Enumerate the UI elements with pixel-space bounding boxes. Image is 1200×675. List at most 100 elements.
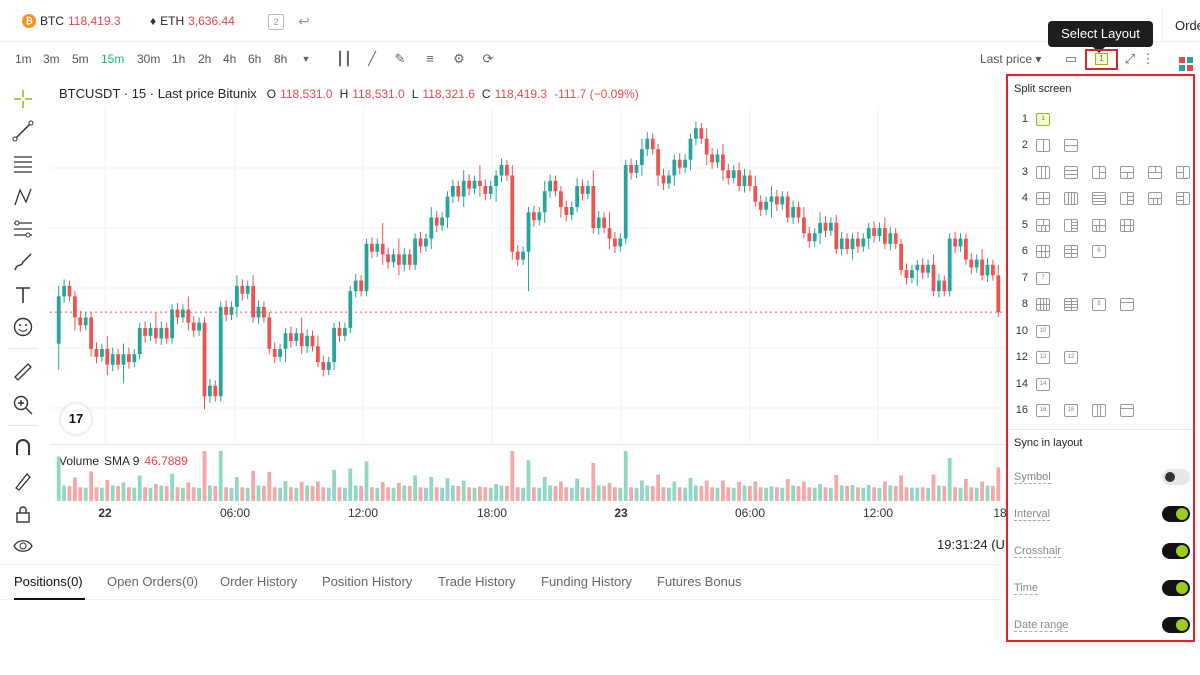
layout-option-icon[interactable] xyxy=(1064,219,1078,232)
price-mode-select[interactable]: Last price ▾ xyxy=(980,52,1042,66)
candle-body xyxy=(283,333,288,349)
chevron-down-icon[interactable]: ▼ xyxy=(301,54,311,64)
volume-bar xyxy=(343,487,347,501)
sync-toggle[interactable] xyxy=(1162,469,1190,485)
magnet-icon[interactable] xyxy=(12,437,34,459)
more-icon[interactable]: ⋮ xyxy=(1141,51,1155,66)
tab-funding-history[interactable]: Funding History xyxy=(541,574,633,589)
select-layout-button[interactable]: 1 xyxy=(1085,49,1118,70)
timeframe-30m[interactable]: 30m xyxy=(137,52,161,66)
candle-body xyxy=(202,322,207,397)
layout-option-icon[interactable] xyxy=(1036,298,1050,311)
ticker-eth[interactable]: ♦ ETH 3,636.44 xyxy=(150,14,235,28)
layout-option-icon[interactable] xyxy=(1148,192,1162,205)
layout-option-icon[interactable] xyxy=(1092,404,1106,417)
eye-icon[interactable] xyxy=(12,535,34,557)
ticker-btc[interactable]: ₿ BTC 118,419.3 xyxy=(22,14,121,28)
brush-icon[interactable] xyxy=(12,251,34,273)
layout-option-icon[interactable]: 12 xyxy=(1036,351,1050,364)
timeframe-5m[interactable]: 5m xyxy=(72,52,89,66)
lock-drawing-icon[interactable] xyxy=(12,470,34,492)
timeframe-3m[interactable]: 3m xyxy=(43,52,60,66)
layout-option-icon[interactable] xyxy=(1120,404,1134,417)
fullscreen-icon[interactable]: ⤢ xyxy=(1124,51,1136,66)
refresh-icon[interactable]: ⟳ xyxy=(482,51,494,66)
gear-icon[interactable]: ⚙ xyxy=(453,51,465,66)
line-chart-icon[interactable]: ╱ xyxy=(368,51,376,66)
layout-option-icon[interactable] xyxy=(1064,192,1078,205)
tab-futures-bonus[interactable]: Futures Bonus xyxy=(657,574,742,589)
layout-option-icon[interactable] xyxy=(1036,219,1050,232)
projection-icon[interactable] xyxy=(12,218,34,240)
layout-option-icon[interactable]: 10 xyxy=(1036,325,1050,338)
layout-option-icon[interactable] xyxy=(1064,298,1078,311)
layout-option-icon[interactable] xyxy=(1064,166,1078,179)
timeframe-1m[interactable]: 1m xyxy=(15,52,32,66)
zoom-in-icon[interactable] xyxy=(12,394,34,416)
tab-trade-history[interactable]: Trade History xyxy=(438,574,516,589)
volume-bar xyxy=(251,471,255,501)
timeframe-1h[interactable]: 1h xyxy=(172,52,186,66)
layout-option-icon[interactable] xyxy=(1176,192,1190,205)
layout-option-icon[interactable] xyxy=(1120,192,1134,205)
emoji-icon[interactable] xyxy=(12,316,34,338)
trend-line-icon[interactable] xyxy=(12,120,34,142)
candles-icon[interactable]: ┃┃ xyxy=(336,51,352,66)
lock-icon[interactable] xyxy=(12,503,34,525)
layout-option-icon[interactable]: 6 xyxy=(1092,245,1106,258)
layout-option-icon[interactable] xyxy=(1092,166,1106,179)
tab-position-history[interactable]: Position History xyxy=(322,574,413,589)
tab-positions[interactable]: Positions(0) xyxy=(14,574,83,589)
undo-icon[interactable]: ↩ xyxy=(298,13,310,29)
edit-icon[interactable]: ✎ xyxy=(394,51,406,66)
layout-option-icon[interactable]: 16 xyxy=(1064,404,1078,417)
order-panel-tab[interactable]: Orde xyxy=(1162,10,1200,42)
layout-option-icon[interactable] xyxy=(1036,139,1050,152)
layout-option-icon[interactable]: 14 xyxy=(1036,378,1050,391)
timeframe-8h[interactable]: 8h xyxy=(274,52,288,66)
layout-option-icon[interactable] xyxy=(1092,219,1106,232)
tab-open-orders[interactable]: Open Orders(0) xyxy=(107,574,199,589)
layout-option-icon[interactable]: 1 xyxy=(1036,113,1050,126)
timeframe-2h[interactable]: 2h xyxy=(198,52,212,66)
chart-title[interactable]: BTCUSDT · 15 · Last price Bitunix xyxy=(59,86,257,101)
fib-icon[interactable] xyxy=(12,153,34,175)
sync-toggle[interactable] xyxy=(1162,506,1190,522)
layout-option-icon[interactable] xyxy=(1036,245,1050,258)
layout-option-icon[interactable]: 8 xyxy=(1092,298,1106,311)
layout-option-icon[interactable] xyxy=(1092,192,1106,205)
candlestick-chart[interactable] xyxy=(50,108,1005,443)
indicators-icon[interactable]: ≡ xyxy=(426,51,434,66)
candle-body xyxy=(661,175,666,184)
tradingview-logo[interactable]: 17 xyxy=(61,404,91,434)
tab-order-history[interactable]: Order History xyxy=(220,574,298,589)
ruler-icon[interactable] xyxy=(12,361,34,383)
layout-option-icon[interactable] xyxy=(1064,245,1078,258)
timeframe-4h[interactable]: 4h xyxy=(223,52,237,66)
sync-toggle[interactable] xyxy=(1162,543,1190,559)
timeframe-6h[interactable]: 6h xyxy=(248,52,262,66)
sync-toggle[interactable] xyxy=(1162,580,1190,596)
layout-count-icon[interactable]: 2 xyxy=(268,14,284,30)
layout-option-icon[interactable] xyxy=(1120,166,1134,179)
layout-option-icon[interactable]: 16 xyxy=(1036,404,1050,417)
sync-toggle[interactable] xyxy=(1162,617,1190,633)
layout-option-icon[interactable] xyxy=(1036,166,1050,179)
layout-option-icon[interactable] xyxy=(1176,166,1190,179)
volume-bar xyxy=(969,487,974,501)
layout-option-icon[interactable] xyxy=(1120,219,1134,232)
layout-option-icon[interactable] xyxy=(1036,192,1050,205)
timeframe-15m[interactable]: 15m xyxy=(101,52,125,66)
layout-option-icon[interactable]: 7 xyxy=(1036,272,1050,285)
text-icon[interactable] xyxy=(12,284,34,306)
layout-option-icon[interactable] xyxy=(1064,139,1078,152)
candle-body xyxy=(591,186,596,229)
volume-bar xyxy=(445,478,450,501)
comment-icon[interactable]: ▭ xyxy=(1064,51,1078,66)
layout-option-icon[interactable] xyxy=(1120,298,1134,311)
pattern-icon[interactable] xyxy=(12,186,34,208)
layout-option-icon[interactable]: 12 xyxy=(1064,351,1078,364)
layout-grid-icon[interactable] xyxy=(1178,56,1194,72)
layout-option-icon[interactable] xyxy=(1148,166,1162,179)
crosshair-icon[interactable] xyxy=(12,88,34,110)
